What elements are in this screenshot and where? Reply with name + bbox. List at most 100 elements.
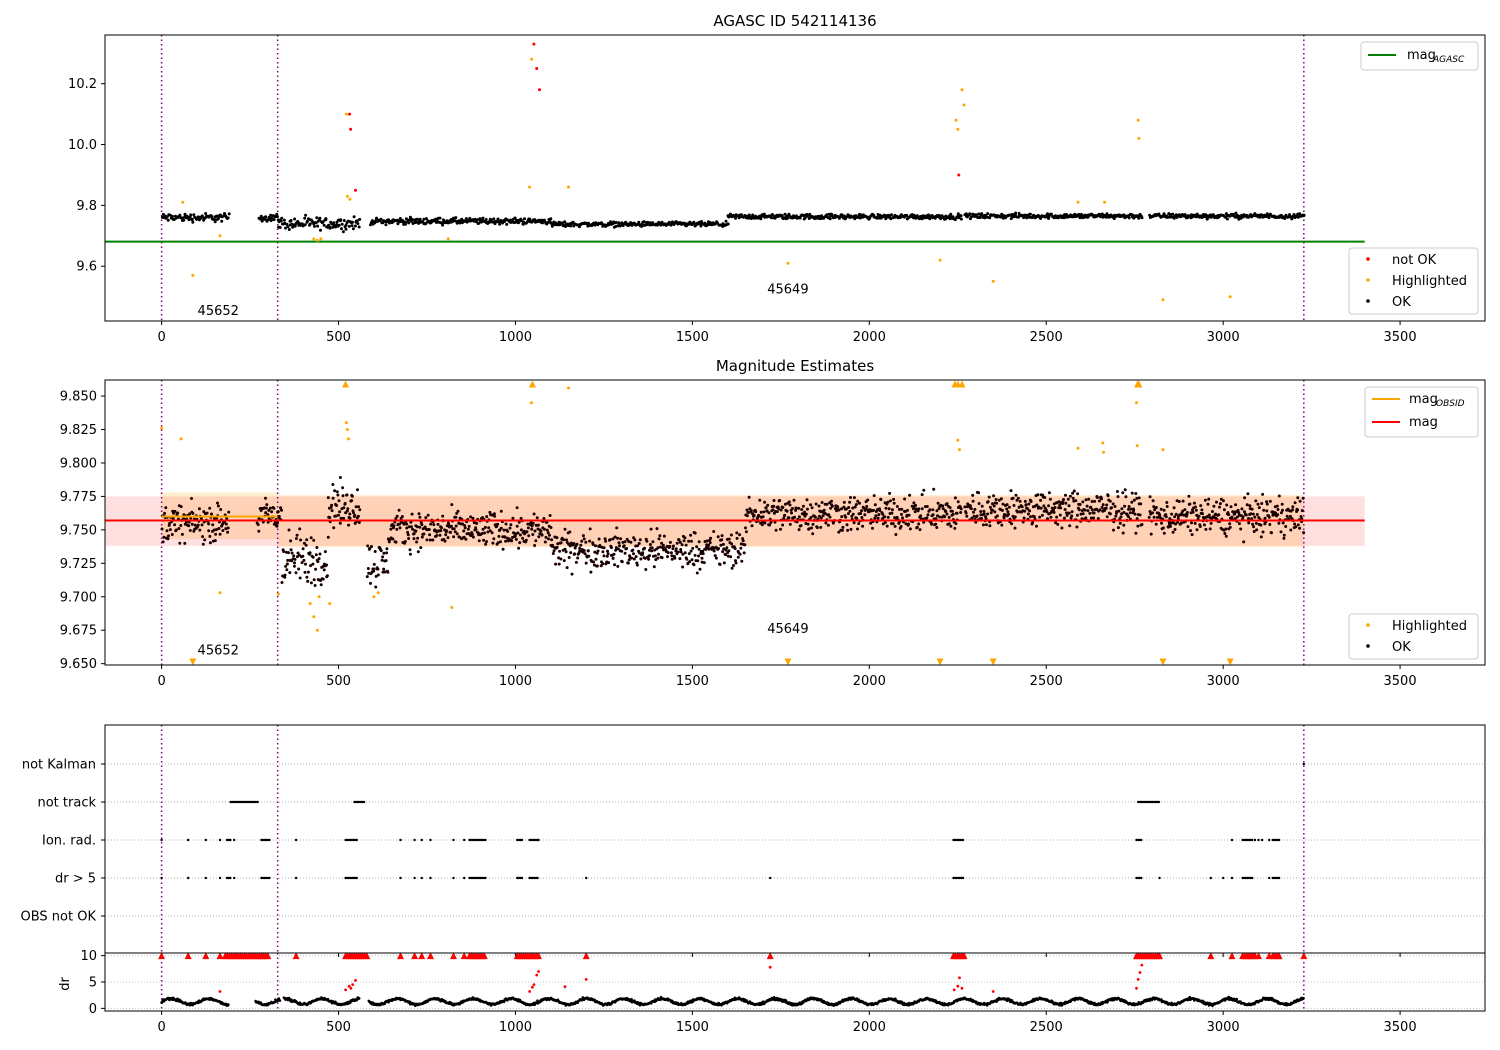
ok-point (423, 525, 427, 529)
ok-point (285, 562, 289, 566)
ok-point (1093, 499, 1097, 503)
ok-point (1007, 512, 1010, 516)
ok-point (226, 216, 230, 220)
ok-point (1267, 515, 1271, 519)
ok-point (384, 559, 388, 563)
flag-row-label: OBS not OK (21, 910, 97, 925)
ok-point (1255, 528, 1259, 532)
legend-subscript: OBSID (1436, 399, 1465, 409)
ok-point (1154, 522, 1158, 526)
ok-point (604, 539, 608, 543)
ok-point (684, 543, 688, 547)
ok-point (303, 223, 307, 227)
ok-point (1039, 498, 1043, 502)
ok-point (1257, 506, 1261, 510)
ok-point (311, 555, 315, 559)
ok-point (1121, 531, 1125, 535)
highlighted-point (181, 200, 185, 204)
ok-point (1291, 505, 1295, 509)
ok-point (272, 506, 276, 510)
ok-point (574, 560, 578, 564)
ok-point (772, 499, 776, 502)
highlighted-point (179, 437, 183, 441)
flag-point (1158, 876, 1161, 880)
ok-point (607, 561, 611, 565)
ok-point (1276, 513, 1280, 517)
ok-point (284, 564, 288, 568)
ok-point (854, 503, 858, 506)
ok-point (887, 507, 891, 511)
ok-point (289, 219, 293, 222)
ok-point (216, 217, 220, 221)
ok-point (606, 549, 609, 553)
ok-point (986, 500, 990, 504)
ok-point (992, 494, 996, 498)
ok-point (1114, 514, 1118, 518)
ok-point (533, 544, 537, 547)
ok-point (518, 533, 522, 537)
ok-point (1116, 495, 1120, 499)
ok-point (941, 504, 945, 508)
ok-point (321, 577, 325, 581)
ok-point (454, 524, 458, 528)
ok-point (1244, 513, 1248, 517)
ok-point (1207, 513, 1211, 517)
ok-point (651, 540, 655, 544)
ok-point (1006, 510, 1010, 514)
highlighted-point (1076, 200, 1080, 204)
ok-point (650, 549, 654, 553)
obsid-label: 45652 (198, 304, 239, 319)
ok-point (1029, 500, 1033, 503)
ok-point (922, 488, 926, 492)
ok-point (1223, 532, 1227, 535)
highlighted-point (1228, 295, 1232, 299)
ok-point (463, 526, 467, 530)
ok-point (690, 558, 694, 562)
ok-point (1089, 505, 1093, 509)
ok-point (170, 533, 174, 536)
ok-point (971, 493, 975, 497)
ok-point (1243, 496, 1247, 500)
ok-point (1132, 498, 1136, 502)
ok-point (1256, 502, 1260, 506)
ok-point (826, 523, 830, 527)
ok-point (192, 213, 196, 217)
ok-point (1028, 212, 1032, 216)
ok-point (472, 521, 476, 525)
ok-point (666, 551, 670, 555)
ok-point (1127, 515, 1130, 519)
ok-point (1282, 536, 1286, 540)
ok-point (220, 219, 224, 223)
ok-point (200, 523, 204, 527)
ok-point (614, 548, 618, 552)
ok-point (502, 528, 506, 532)
ok-point (806, 522, 810, 526)
ok-point (507, 537, 511, 541)
x-tick-label: 3000 (1207, 330, 1240, 345)
ok-point (350, 499, 354, 503)
ok-point (182, 218, 186, 222)
not-ok-point (349, 127, 353, 131)
ok-point (492, 217, 496, 221)
ok-point (1254, 499, 1258, 503)
ok-point (532, 512, 536, 516)
ok-point (285, 222, 289, 226)
ok-point (165, 215, 169, 219)
ok-point (452, 535, 456, 539)
ok-point (625, 547, 629, 550)
y-tick-label: 9.675 (60, 624, 97, 639)
ok-point (1186, 525, 1190, 529)
ok-point (1124, 495, 1128, 499)
ok-point (616, 564, 620, 568)
ok-point (578, 546, 582, 550)
ok-point (668, 540, 672, 544)
ok-point (302, 558, 306, 562)
ok-point (345, 509, 349, 513)
ok-point (856, 527, 859, 531)
ok-point (1078, 503, 1082, 506)
ok-point (660, 556, 664, 560)
ok-point (1110, 506, 1113, 510)
ok-point (906, 508, 909, 512)
x-tick-label: 2000 (853, 674, 886, 689)
ok-point (820, 214, 824, 218)
